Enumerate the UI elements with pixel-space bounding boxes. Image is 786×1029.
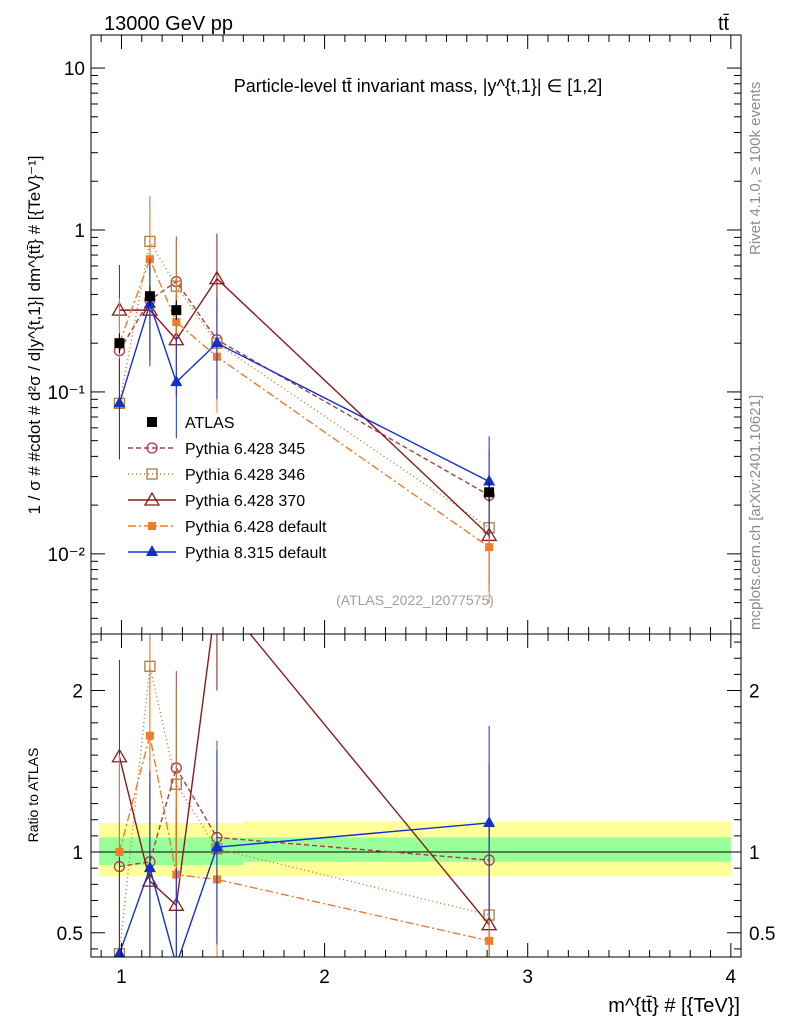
legend-label: Pythia 6.428 345	[185, 441, 305, 458]
legend-item-p346: Pythia 6.428 346	[128, 467, 305, 484]
marker-triangle	[170, 958, 182, 969]
legend: ATLAS Pythia 6.428 345 Pythia 6.428 346 Pyt…	[128, 415, 327, 562]
series-line-pdefault	[118, 257, 490, 548]
marker-square	[147, 417, 157, 427]
header-left: 13000 GeV pp	[104, 13, 233, 35]
marker-square	[144, 291, 155, 302]
legend-item-pdefault: Pythia 6.428 default	[128, 519, 327, 536]
main-series-group	[111, 196, 498, 604]
marker-square-small	[172, 318, 181, 327]
ratio-y-tick-label: 1	[72, 843, 83, 864]
series-p370	[111, 233, 498, 592]
main-plot-layer: 10⁻² 10⁻¹ 1 10	[48, 34, 742, 635]
marker-triangle	[210, 336, 223, 348]
rivet-label: Rivet 4.1.0, ≥ 100k events	[747, 82, 764, 255]
marker-triangle	[113, 946, 126, 957]
series-atlas	[114, 286, 495, 503]
marker-square-small	[485, 543, 494, 552]
marker-triangle	[146, 545, 158, 556]
legend-item-p345: Pythia 6.428 345	[128, 441, 305, 458]
y-tick-label: 10⁻¹	[48, 383, 86, 404]
marker-circle	[146, 442, 158, 454]
chart-title: Particle-level tt̄ invariant mass, |y^{t…	[234, 76, 603, 96]
marker-square-small	[485, 936, 494, 945]
x-tick-label: 1	[116, 967, 127, 988]
legend-label: Pythia 6.428 370	[185, 493, 305, 510]
ratio-frame	[90, 633, 742, 958]
ratio-line-p346	[118, 666, 490, 954]
marker-square-small	[148, 522, 156, 530]
ratio-y-tick-label: 0.5	[57, 924, 83, 945]
marker-square-small	[145, 731, 154, 740]
marker-triangle	[210, 840, 223, 852]
marker-square	[484, 487, 495, 498]
main-ylabel: 1 / σ # #cdot # d²σ / d|y^{t,1}| dm^{tt̄…	[25, 155, 44, 514]
ratio-series-p345	[113, 671, 495, 957]
ratio-y-tick-label-right: 1	[749, 843, 760, 864]
ratio-xlabel: m^{tt̄} # [{TeV}]	[608, 995, 740, 1017]
marker-square-small	[115, 848, 124, 857]
marker-triangle	[170, 375, 183, 387]
x-tick-label: 2	[319, 967, 330, 988]
ratio-y-tick-label: 2	[72, 682, 83, 703]
marker-triangle	[143, 861, 156, 873]
ratio-series-p8	[113, 726, 496, 969]
marker-square-open	[146, 468, 158, 480]
marker-triangle-open	[208, 270, 226, 285]
legend-label: Pythia 6.428 346	[185, 467, 305, 484]
marker-square	[171, 305, 182, 316]
series-p8	[113, 258, 496, 538]
mcplots-label: mcplots.cern.ch [arXiv:2401.10621]	[747, 395, 764, 630]
legend-label: Pythia 6.428 default	[185, 519, 327, 536]
ratio-series-group	[111, 587, 498, 969]
marker-square	[114, 338, 125, 349]
y-tick-label: 1	[74, 221, 85, 242]
marker-triangle-open	[210, 587, 224, 599]
analysis-watermark: (ATLAS_2022_I2077575)	[336, 592, 494, 608]
legend-item-p8: Pythia 8.315 default	[128, 545, 327, 562]
legend-label: Pythia 8.315 default	[185, 545, 327, 562]
band-inner-segment	[243, 837, 731, 862]
y-tick-label: 10⁻²	[48, 545, 86, 566]
ratio-y-tick-label-right: 2	[749, 682, 760, 703]
marker-triangle	[483, 815, 496, 827]
x-tick-label: 4	[726, 967, 737, 988]
ratio-ylabel: Ratio to ATLAS	[25, 748, 41, 843]
legend-item-atlas: ATLAS	[147, 415, 235, 432]
ratio-y-tick-label-right: 0.5	[749, 924, 775, 945]
marker-triangle	[483, 474, 496, 486]
legend-item-p370: Pythia 6.428 370	[128, 491, 305, 510]
x-tick-label: 3	[522, 967, 533, 988]
y-tick-label: 10	[64, 59, 85, 80]
header-right: tt̄	[718, 13, 730, 35]
legend-label: ATLAS	[185, 415, 235, 432]
marker-triangle	[113, 396, 126, 408]
ratio-line-p8	[118, 822, 490, 957]
ratio-plot-layer: 0.5 0.5 1 1 2 2 1 2 3 4	[57, 35, 775, 988]
marker-triangle-open	[143, 491, 161, 506]
